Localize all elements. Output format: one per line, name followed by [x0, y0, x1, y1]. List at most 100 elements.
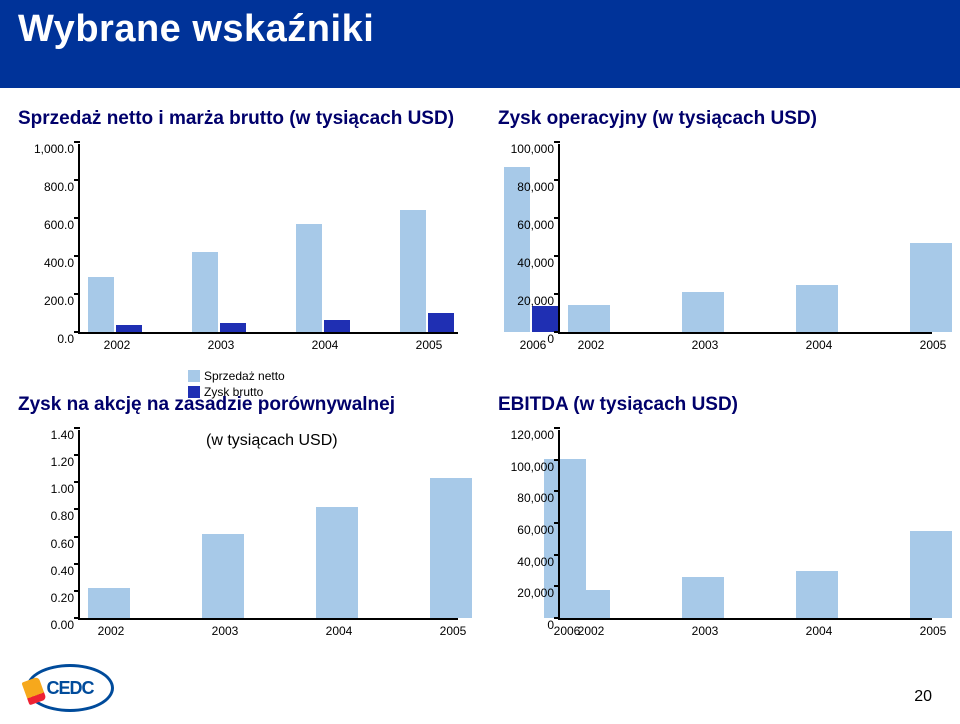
xtick-label: 2003 [201, 338, 241, 352]
ytick-mark [554, 255, 560, 257]
xtick-label: 2004 [799, 338, 839, 352]
logo-accent-icon [21, 677, 46, 706]
xtick-label: 2004 [319, 624, 359, 638]
ytick-label: 60,000 [517, 523, 554, 537]
ytick-label: 0.40 [51, 564, 74, 578]
page-number: 20 [914, 688, 932, 706]
ytick-label: 1,000.0 [34, 142, 74, 156]
xtick-label: 2002 [571, 624, 611, 638]
bar [88, 588, 130, 618]
bar [428, 313, 454, 332]
ytick-label: 20,000 [517, 586, 554, 600]
xtick-label: 2004 [305, 338, 345, 352]
ytick-mark [74, 141, 80, 143]
ytick-mark [74, 563, 80, 565]
ytick-label: 0.60 [51, 537, 74, 551]
bar [88, 277, 114, 332]
ytick-label: 400.0 [44, 256, 74, 270]
bar [116, 325, 142, 332]
chart-title-ebitda: EBITDA (w tysiącach USD) [498, 394, 738, 416]
bar [296, 224, 322, 332]
ytick-mark [554, 427, 560, 429]
ytick-mark [554, 554, 560, 556]
ytick-label: 0 [547, 332, 554, 346]
ytick-label: 0.80 [51, 509, 74, 523]
ytick-mark [74, 536, 80, 538]
chart-operating-profit: 0 20,000 40,000 60,000 80,000 100,000 2002 2003… [498, 136, 942, 384]
ytick-mark [554, 490, 560, 492]
plot-area: 020,00040,00060,00080,000100,00020022003… [558, 144, 932, 334]
logo-text: CEDC [46, 678, 93, 699]
bar [682, 292, 724, 332]
ytick-label: 100,000 [511, 142, 554, 156]
ytick-label: 40,000 [517, 256, 554, 270]
chart-title-sales-margin: Sprzedaż netto i marża brutto (w tysiąca… [18, 108, 454, 130]
xtick-label: 2003 [685, 338, 725, 352]
ytick-label: 0.20 [51, 591, 74, 605]
plot-area: 020,00040,00060,00080,000100,000120,0002… [558, 430, 932, 620]
ytick-mark [74, 217, 80, 219]
bar [910, 531, 952, 618]
legend-swatch [188, 370, 200, 382]
ytick-label: 80,000 [517, 180, 554, 194]
chart-title-operating-profit: Zysk operacyjny (w tysiącach USD) [498, 108, 817, 130]
xtick-label: 2003 [205, 624, 245, 638]
chart-sales-margin: 0.0200.0400.0600.0800.01,000.02002200320… [18, 136, 472, 408]
xtick-label: 2003 [685, 624, 725, 638]
content-area: Sprzedaż netto i marża brutto (w tysiąca… [0, 88, 960, 724]
ytick-mark [74, 255, 80, 257]
bar [324, 320, 350, 332]
ytick-mark [74, 293, 80, 295]
ytick-label: 600.0 [44, 218, 74, 232]
bar [682, 577, 724, 618]
ytick-mark [554, 617, 560, 619]
ytick-label: 1.00 [51, 482, 74, 496]
ytick-label: 0.00 [51, 618, 74, 632]
ytick-mark [554, 293, 560, 295]
ytick-label: 0 [547, 618, 554, 632]
ytick-mark [554, 179, 560, 181]
ytick-mark [74, 427, 80, 429]
ytick-label: 20,000 [517, 294, 554, 308]
ytick-mark [74, 331, 80, 333]
bar [400, 210, 426, 332]
inner-note: (w tysiącach USD) [206, 432, 338, 450]
ytick-mark [554, 331, 560, 333]
ytick-mark [554, 217, 560, 219]
ytick-label: 0.0 [57, 332, 74, 346]
ytick-mark [74, 617, 80, 619]
ytick-label: 40,000 [517, 555, 554, 569]
xtick-label: 2005 [433, 624, 473, 638]
chart-title-eps: Zysk na akcję na zasadzie porównywalnej [18, 394, 395, 416]
xtick-label: 2005 [913, 338, 953, 352]
ytick-label: 100,000 [511, 460, 554, 474]
bar [568, 590, 610, 619]
ytick-mark [74, 179, 80, 181]
footer-logo: CEDC [26, 664, 114, 712]
ytick-mark [554, 459, 560, 461]
plot-area: 0.0200.0400.0600.0800.01,000.02002200320… [78, 144, 458, 334]
ytick-label: 1.20 [51, 455, 74, 469]
bar [796, 571, 838, 619]
bar [316, 507, 358, 618]
ytick-label: 60,000 [517, 218, 554, 232]
bar [568, 305, 610, 332]
chart-ebitda: 020,00040,00060,00080,000100,000120,0002… [498, 422, 942, 670]
plot-area: 0.000.200.400.600.801.001.201.4020022003… [78, 430, 458, 620]
ytick-label: 120,000 [511, 428, 554, 442]
bar [220, 323, 246, 332]
xtick-label: 2002 [571, 338, 611, 352]
ytick-label: 200.0 [44, 294, 74, 308]
logo-ellipse: CEDC [26, 664, 114, 712]
bar [796, 285, 838, 333]
legend-item: Sprzedaż netto [188, 368, 285, 384]
ytick-mark [74, 590, 80, 592]
legend-label: Sprzedaż netto [204, 369, 285, 383]
ytick-label: 1.40 [51, 428, 74, 442]
xtick-label: 2002 [91, 624, 131, 638]
bar [910, 243, 952, 332]
page-title: Wybrane wskaźniki [18, 8, 374, 51]
xtick-label: 2004 [799, 624, 839, 638]
xtick-label: 2005 [913, 624, 953, 638]
ytick-mark [74, 508, 80, 510]
